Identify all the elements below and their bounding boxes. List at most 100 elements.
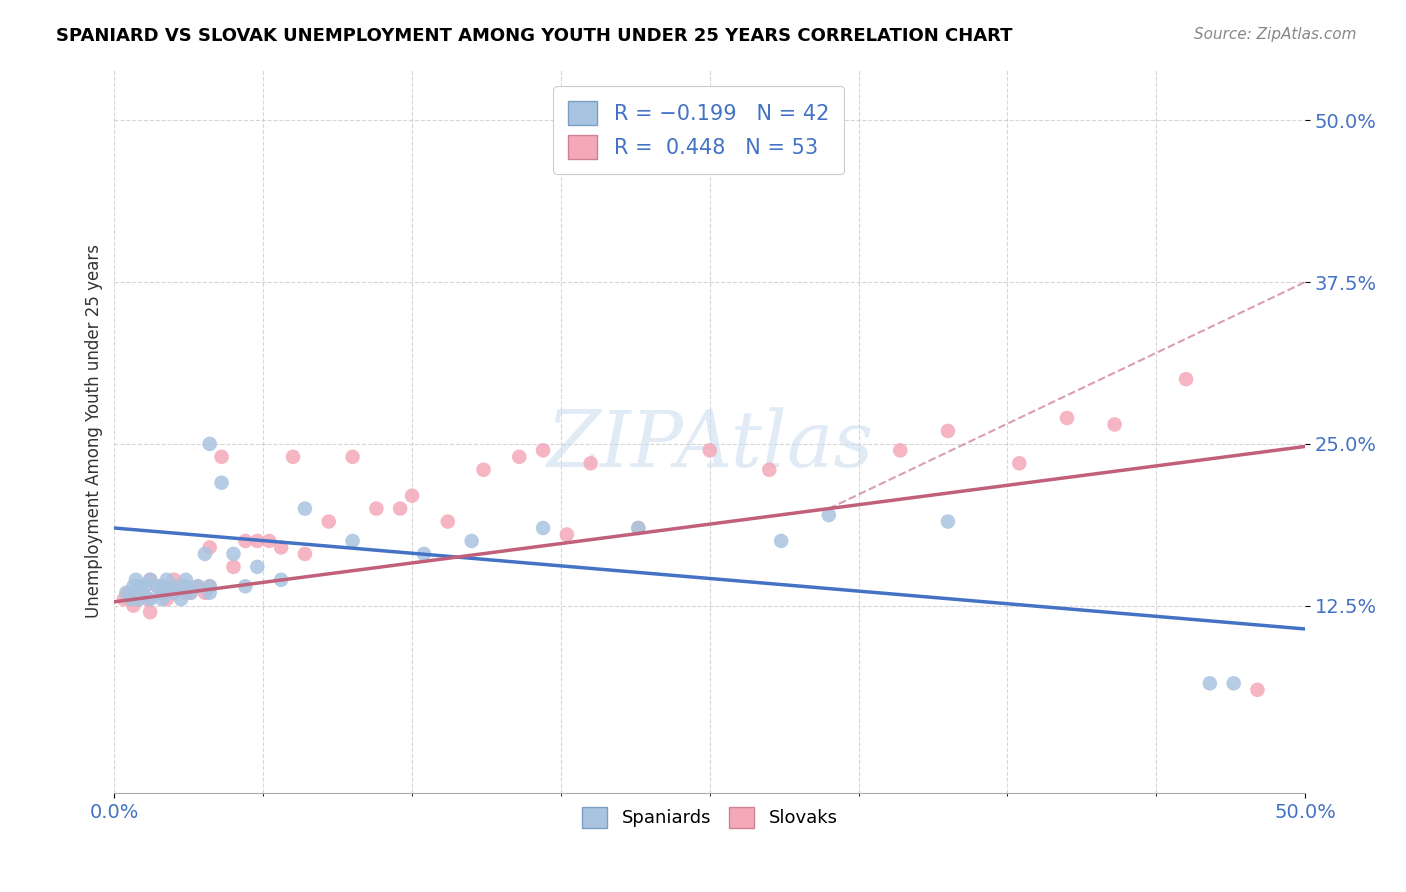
Point bbox=[235, 533, 257, 548]
Point bbox=[436, 515, 458, 529]
Point bbox=[170, 592, 193, 607]
Point bbox=[127, 592, 149, 607]
Point bbox=[156, 592, 179, 607]
Point bbox=[146, 579, 169, 593]
Point bbox=[936, 424, 959, 438]
Point bbox=[139, 573, 162, 587]
Point bbox=[579, 456, 602, 470]
Point bbox=[508, 450, 530, 464]
Point bbox=[174, 585, 197, 599]
Point bbox=[174, 579, 197, 593]
Text: ZIPAtlas: ZIPAtlas bbox=[546, 408, 873, 483]
Point bbox=[342, 533, 364, 548]
Point bbox=[187, 579, 209, 593]
Point bbox=[118, 585, 141, 599]
Point bbox=[198, 585, 221, 599]
Point bbox=[770, 533, 793, 548]
Point bbox=[889, 443, 911, 458]
Point bbox=[112, 592, 135, 607]
Point bbox=[531, 521, 554, 535]
Point bbox=[132, 585, 155, 599]
Legend: Spaniards, Slovaks: Spaniards, Slovaks bbox=[575, 800, 845, 835]
Point bbox=[401, 489, 423, 503]
Point bbox=[1104, 417, 1126, 432]
Point bbox=[194, 547, 217, 561]
Point bbox=[936, 515, 959, 529]
Point bbox=[136, 592, 159, 607]
Point bbox=[627, 521, 650, 535]
Point bbox=[174, 579, 197, 593]
Point bbox=[817, 113, 839, 128]
Point bbox=[132, 585, 155, 599]
Point bbox=[194, 585, 217, 599]
Point bbox=[115, 585, 138, 599]
Point bbox=[120, 592, 142, 607]
Point bbox=[699, 443, 721, 458]
Point bbox=[125, 573, 148, 587]
Point bbox=[150, 592, 173, 607]
Text: SPANIARD VS SLOVAK UNEMPLOYMENT AMONG YOUTH UNDER 25 YEARS CORRELATION CHART: SPANIARD VS SLOVAK UNEMPLOYMENT AMONG YO… bbox=[56, 27, 1012, 45]
Point bbox=[150, 579, 173, 593]
Point bbox=[198, 437, 221, 451]
Point bbox=[257, 533, 280, 548]
Point bbox=[366, 501, 388, 516]
Point bbox=[127, 592, 149, 607]
Point bbox=[817, 508, 839, 522]
Point bbox=[1198, 676, 1220, 690]
Point bbox=[127, 579, 149, 593]
Y-axis label: Unemployment Among Youth under 25 years: Unemployment Among Youth under 25 years bbox=[86, 244, 103, 618]
Point bbox=[127, 579, 149, 593]
Point bbox=[163, 585, 186, 599]
Point bbox=[294, 501, 316, 516]
Point bbox=[122, 599, 145, 613]
Point bbox=[1008, 456, 1031, 470]
Point bbox=[342, 450, 364, 464]
Text: Source: ZipAtlas.com: Source: ZipAtlas.com bbox=[1194, 27, 1357, 42]
Point bbox=[211, 450, 233, 464]
Point bbox=[270, 573, 292, 587]
Point bbox=[389, 501, 412, 516]
Point bbox=[1056, 411, 1078, 425]
Point bbox=[211, 475, 233, 490]
Point bbox=[318, 515, 340, 529]
Point bbox=[198, 579, 221, 593]
Point bbox=[163, 585, 186, 599]
Point bbox=[294, 547, 316, 561]
Point bbox=[531, 443, 554, 458]
Point bbox=[235, 579, 257, 593]
Point bbox=[139, 573, 162, 587]
Point bbox=[139, 605, 162, 619]
Point bbox=[122, 579, 145, 593]
Point bbox=[150, 585, 173, 599]
Point bbox=[222, 547, 245, 561]
Point bbox=[180, 585, 202, 599]
Point bbox=[198, 541, 221, 555]
Point bbox=[170, 579, 193, 593]
Point bbox=[156, 573, 179, 587]
Point bbox=[134, 579, 156, 593]
Point bbox=[139, 592, 162, 607]
Point bbox=[627, 521, 650, 535]
Point bbox=[198, 579, 221, 593]
Point bbox=[1175, 372, 1198, 386]
Point bbox=[163, 579, 186, 593]
Point bbox=[150, 585, 173, 599]
Point bbox=[146, 579, 169, 593]
Point bbox=[555, 527, 578, 541]
Point bbox=[460, 533, 482, 548]
Point bbox=[413, 547, 436, 561]
Point bbox=[758, 463, 780, 477]
Point bbox=[150, 579, 173, 593]
Point bbox=[1222, 676, 1244, 690]
Point bbox=[174, 573, 197, 587]
Point bbox=[180, 585, 202, 599]
Point bbox=[163, 573, 186, 587]
Point bbox=[1246, 682, 1268, 697]
Point bbox=[246, 533, 269, 548]
Point bbox=[246, 559, 269, 574]
Point bbox=[270, 541, 292, 555]
Point bbox=[222, 559, 245, 574]
Point bbox=[472, 463, 495, 477]
Point bbox=[187, 579, 209, 593]
Point bbox=[281, 450, 304, 464]
